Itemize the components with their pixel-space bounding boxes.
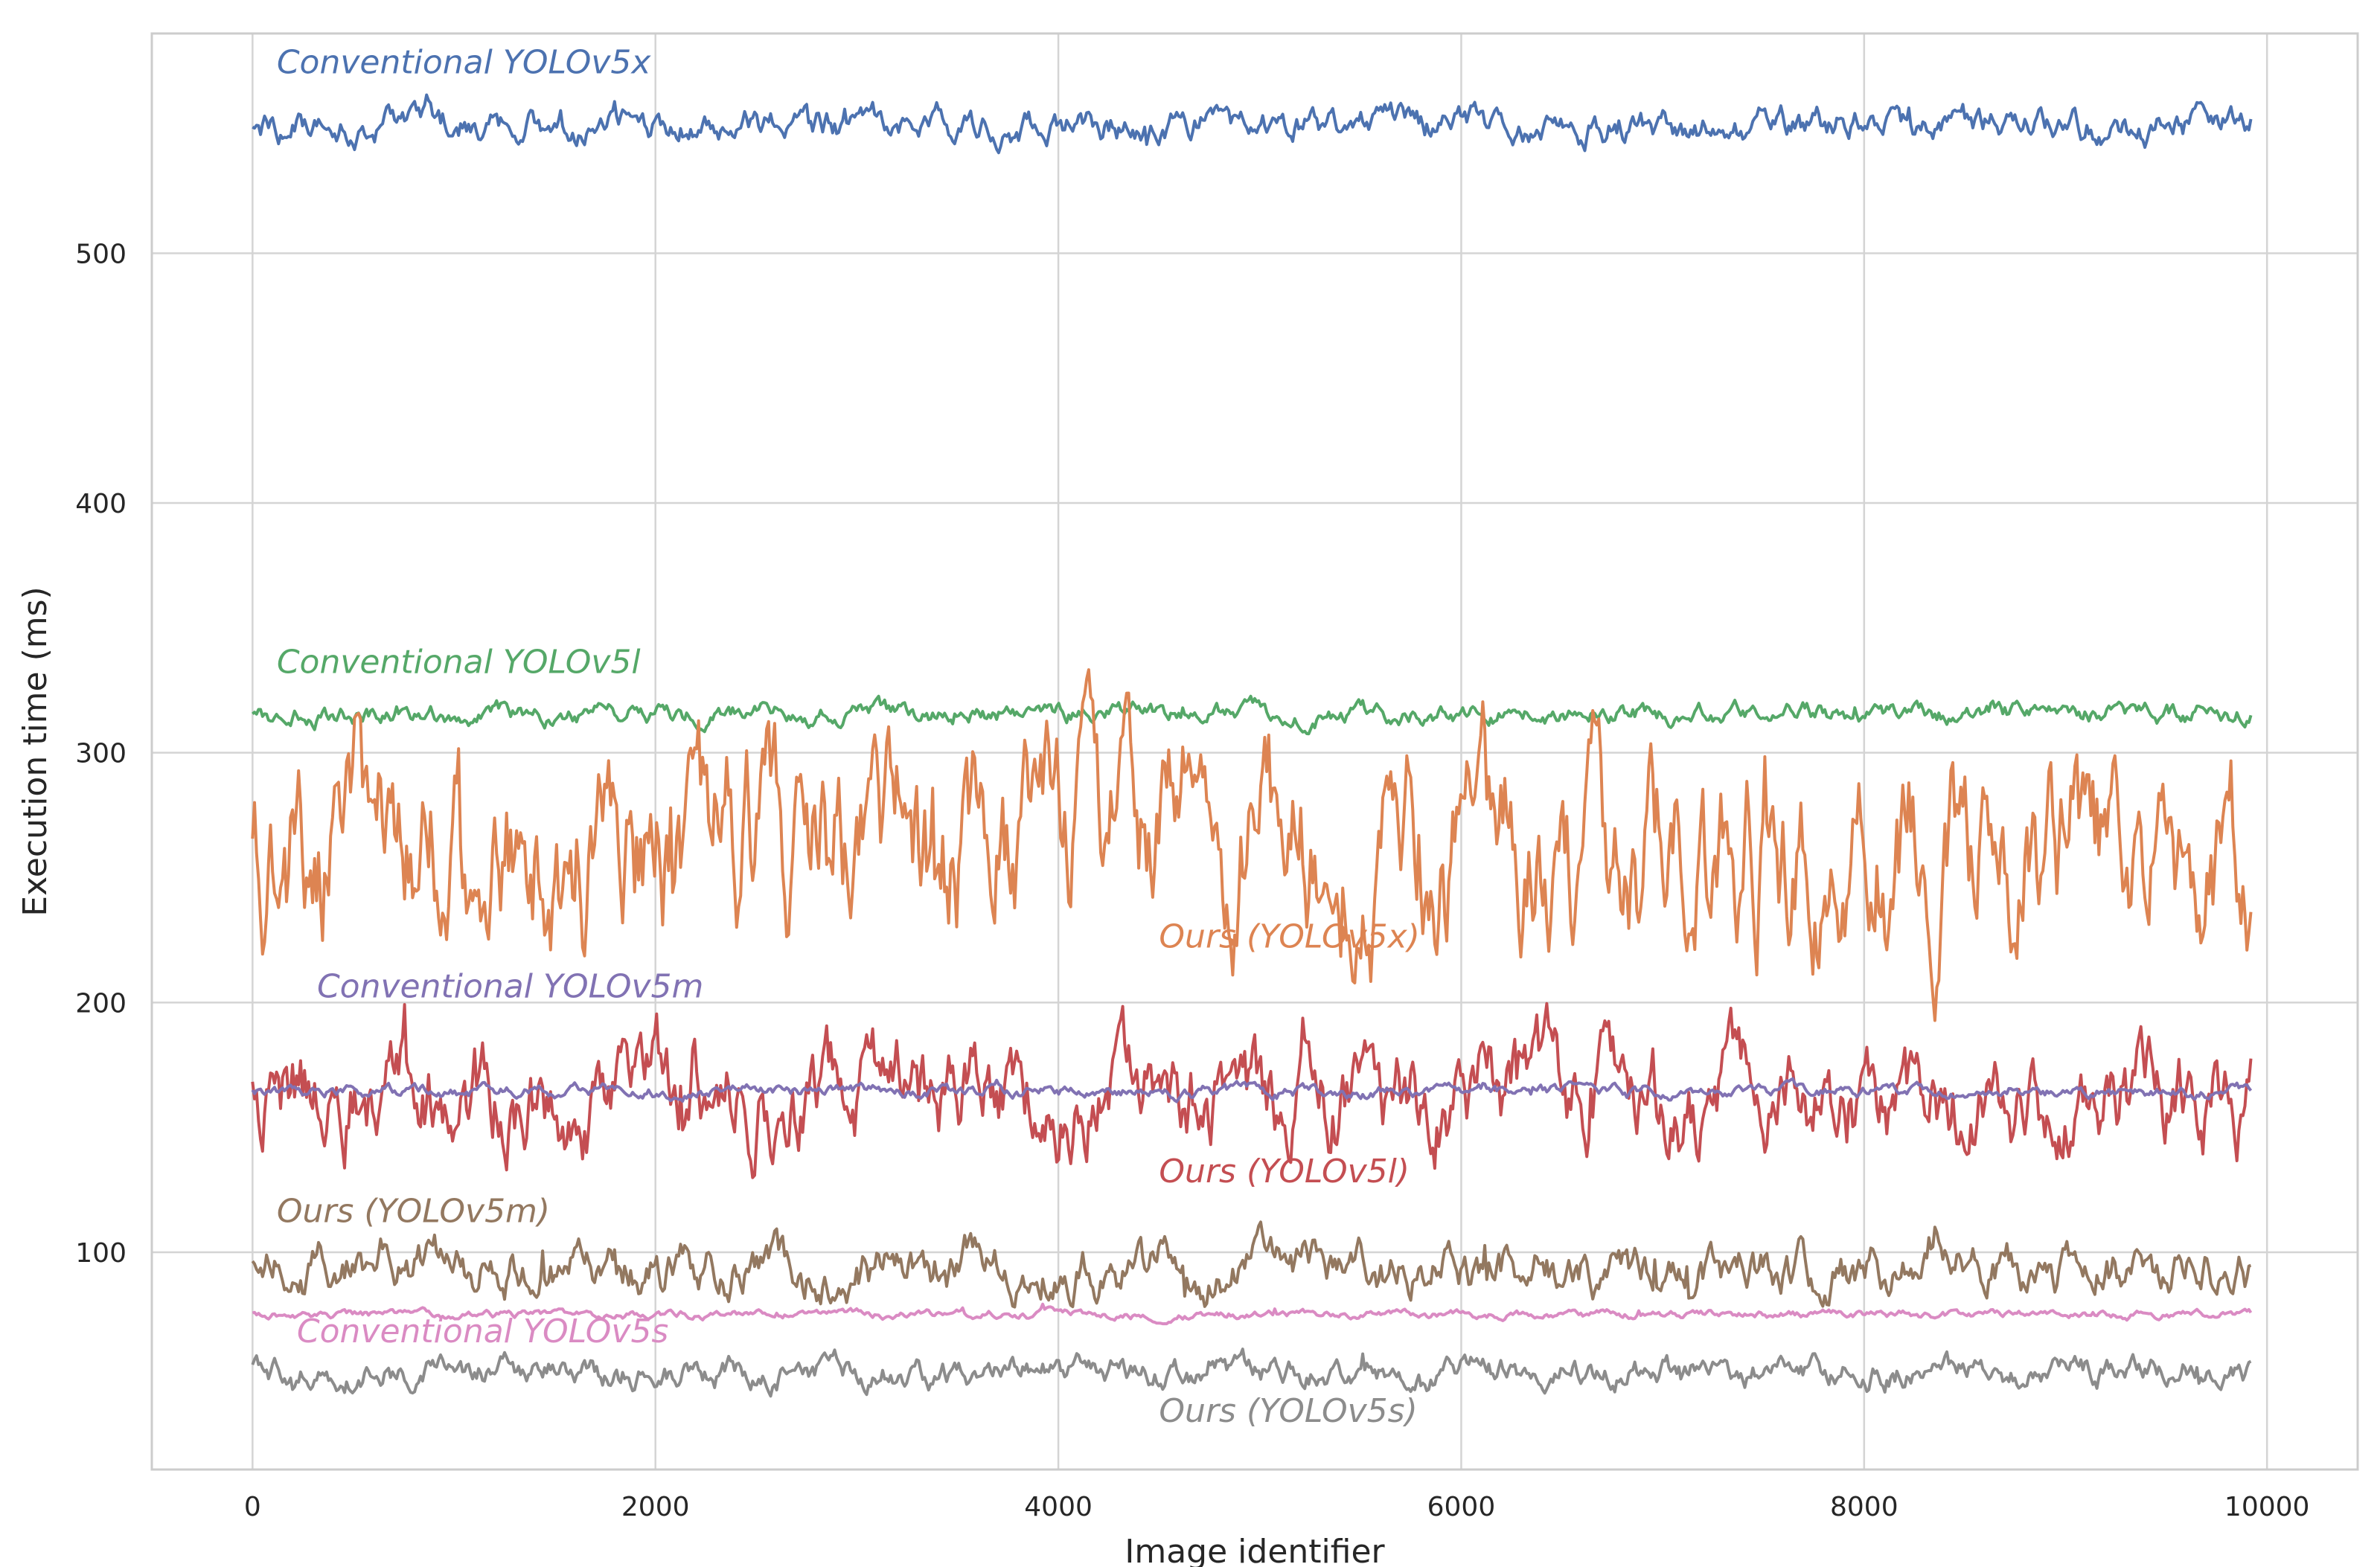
series-label-conv-x: Conventional YOLOv5x	[277, 44, 652, 82]
series-line-conv-m	[251, 1077, 2253, 1103]
x-tick-label: 4000	[1024, 1492, 1093, 1522]
y-tick-label: 100	[75, 1238, 127, 1269]
series-labels: Conventional YOLOv5x Conventional YOLOv5l…	[277, 44, 1420, 1431]
series-label-ours-s: Ours (YOLOv5s)	[1159, 1392, 1417, 1430]
x-tick-label: 8000	[1830, 1492, 1898, 1522]
x-axis-title: Image identifier	[1125, 1533, 1385, 1567]
x-tick-label: 6000	[1427, 1492, 1496, 1522]
series-label-ours-x: Ours (YOLOv5x)	[1159, 917, 1419, 955]
x-axis-ticks: 0 2000 4000 6000 8000 10000	[244, 1492, 2310, 1522]
y-tick-label: 200	[75, 988, 127, 1019]
y-tick-label: 400	[75, 489, 127, 519]
series-line-ours-x	[251, 668, 2253, 1022]
series-lines	[251, 93, 2253, 1398]
y-axis-ticks: 100 200 300 400 500	[75, 239, 127, 1269]
series-label-ours-m: Ours (YOLOv5m)	[277, 1193, 550, 1231]
series-label-conv-l: Conventional YOLOv5l	[277, 643, 642, 681]
series-line-conv-s	[252, 1302, 2253, 1326]
x-tick-label: 2000	[621, 1492, 690, 1522]
series-line-ours-s	[251, 1348, 2252, 1398]
series-line-conv-l	[252, 694, 2253, 736]
y-tick-label: 300	[75, 739, 127, 769]
series-line-ours-m	[251, 1220, 2252, 1309]
series-line-conv-x	[252, 93, 2253, 155]
y-tick-label: 500	[75, 239, 127, 269]
series-line-ours-l	[251, 1002, 2253, 1179]
series-label-ours-l: Ours (YOLOv5l)	[1159, 1153, 1410, 1191]
x-tick-label: 0	[244, 1492, 261, 1522]
plot-frame	[150, 32, 2359, 1471]
series-label-conv-m: Conventional YOLOv5m	[317, 968, 703, 1006]
x-tick-label: 10000	[2224, 1492, 2310, 1522]
y-axis-title: Execution time (ms)	[16, 586, 54, 916]
series-label-conv-s: Conventional YOLOv5s	[297, 1313, 668, 1350]
